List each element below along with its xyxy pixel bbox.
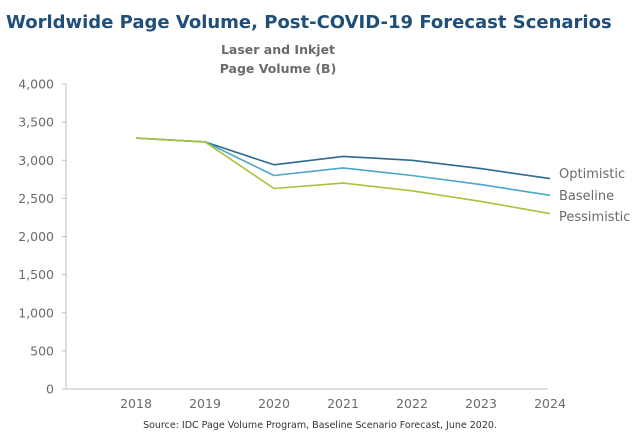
y-axis-label-line2: Page Volume (B) — [220, 61, 337, 76]
y-tick-label: 0 — [46, 382, 54, 397]
legend: Optimistic Baseline Pessimistic — [559, 167, 630, 225]
series-lines — [135, 137, 551, 215]
legend-label-baseline: Baseline — [559, 189, 614, 204]
series-line-pessimistic — [135, 137, 551, 215]
legend-label-pessimistic: Pessimistic — [559, 210, 630, 225]
x-tick-label: 2019 — [189, 396, 221, 411]
y-tick-label: 1,000 — [18, 305, 54, 320]
y-tick-label: 4,000 — [18, 77, 54, 92]
y-tick-label: 3,500 — [18, 115, 54, 130]
x-tick-label: 2024 — [534, 396, 566, 411]
x-tick-label: 2023 — [465, 396, 497, 411]
source-note: Source: IDC Page Volume Program, Baselin… — [143, 420, 497, 431]
y-axis-label-line1: Laser and Inkjet — [221, 42, 335, 57]
x-tick-label: 2022 — [396, 396, 428, 411]
x-tick-label: 2018 — [120, 396, 152, 411]
y-tick-label: 500 — [30, 343, 54, 358]
series-line-baseline — [135, 137, 551, 197]
chart-title: Worldwide Page Volume, Post-COVID-19 For… — [6, 12, 612, 33]
y-tick-label: 3,000 — [18, 153, 54, 168]
y-tick-label: 2,500 — [18, 191, 54, 206]
axes: 0 500 1,000 1,500 2,000 2,500 3,000 3,500 4,000 2… — [18, 77, 566, 412]
series-line-optimistic — [135, 137, 551, 180]
x-tick-label: 2020 — [258, 396, 290, 411]
y-tick-label: 1,500 — [18, 267, 54, 282]
y-tick-label: 2,000 — [18, 229, 54, 244]
legend-label-optimistic: Optimistic — [559, 167, 625, 182]
x-tick-label: 2021 — [327, 396, 359, 411]
